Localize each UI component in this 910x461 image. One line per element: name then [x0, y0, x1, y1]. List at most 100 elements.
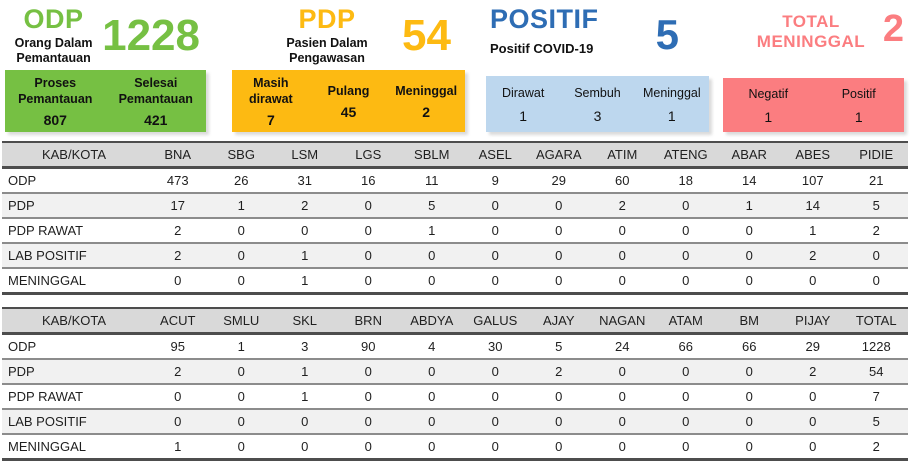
data-cell: 0: [844, 267, 908, 294]
row-label: LAB POSITIF: [2, 242, 146, 268]
card-pdp: PDP Pasien Dalam Pengawasan 54 Masih dir…: [232, 4, 465, 132]
card-total-meninggal-head: TOTAL MENINGGAL: [723, 4, 871, 51]
data-cell: 2: [590, 192, 654, 218]
data-cell: 0: [527, 217, 591, 243]
data-cell: 0: [654, 358, 718, 384]
box-value: 1: [667, 108, 676, 125]
data-cell: 0: [590, 358, 654, 384]
card-total-meninggal-box-item: Positif 1: [814, 78, 905, 132]
data-cell: 0: [336, 267, 400, 294]
data-cell: 0: [781, 267, 845, 294]
data-cell: 1: [781, 217, 845, 243]
data-cell: 0: [590, 217, 654, 243]
data-cell: 0: [146, 267, 210, 294]
data-cell: 1: [273, 267, 337, 294]
data-cell: 0: [527, 192, 591, 218]
card-positif-title: POSITIF: [490, 4, 599, 34]
row-label: PDP: [2, 358, 146, 384]
column-header: LGS: [336, 142, 400, 169]
data-cell: 0: [463, 267, 527, 294]
column-header: NAGAN: [590, 308, 654, 335]
data-cell: 0: [527, 408, 591, 434]
card-odp-subtitle: Orang Dalam Pemantauan: [14, 36, 93, 66]
data-cell: 0: [463, 408, 527, 434]
card-pdp-box-item: Meninggal 2: [387, 70, 465, 132]
data-cell: 26: [234, 173, 249, 188]
row-label: PDP: [2, 192, 146, 218]
table-row: ODP 473 26 31 16 11 9 29 60 18 14 107 21: [2, 168, 908, 194]
row-label: MENINGGAL: [2, 267, 146, 294]
card-total-meninggal-box-item: Negatif 1: [723, 78, 814, 132]
data-cell: 0: [209, 358, 273, 384]
data-cell: 2: [781, 358, 845, 384]
table-row: PDP 17 1 2 0 5 0 0 2 0 1 14 5: [2, 192, 908, 218]
data-cell: 0: [654, 408, 718, 434]
data-cell: 1: [273, 358, 337, 384]
box-value: 807: [43, 111, 67, 128]
box-label: Meninggal: [395, 84, 458, 99]
card-odp-top: ODP Orang Dalam Pemantauan 1228: [5, 4, 206, 66]
column-header: LSM: [273, 142, 337, 169]
card-odp-box-item: Proses Pemantauan 807: [5, 70, 106, 132]
column-header: BRN: [336, 308, 400, 335]
data-cell: 0: [400, 408, 464, 434]
data-cell: 29: [551, 173, 566, 188]
box-value: 7: [266, 111, 275, 128]
data-cell: 0: [527, 433, 591, 460]
data-cell: 5: [400, 192, 464, 218]
card-odp-value: 1228: [102, 11, 200, 60]
data-cell: 0: [527, 242, 591, 268]
data-cell: 2: [146, 242, 210, 268]
district-table-1: KAB/KOTA BNA SBG LSM LGS SBLM ASEL AGARA ATIM ATE…: [2, 141, 908, 295]
data-cell: 1: [146, 433, 210, 460]
data-cell: 14: [742, 173, 757, 188]
data-cell: 0: [527, 267, 591, 294]
data-cell: 473: [166, 173, 189, 188]
data-cell: 1: [717, 192, 781, 218]
card-positif: POSITIF Positif COVID-19 5 Dirawat 1 Sem…: [486, 4, 709, 132]
data-cell: 90: [361, 339, 376, 354]
card-odp-head: ODP Orang Dalam Pemantauan: [5, 4, 102, 66]
data-cell: 0: [717, 408, 781, 434]
column-header: PIDIE: [844, 142, 908, 169]
header-row: KAB/KOTA BNA SBG LSM LGS SBLM ASEL AGARA ATIM ATE…: [2, 142, 908, 169]
card-pdp-head: PDP Pasien Dalam Pengawasan: [252, 4, 402, 66]
table-row: PDP RAWAT 2 0 0 0 1 0 0 0 0 0 1 2: [2, 217, 908, 243]
column-header: SBLM: [400, 142, 464, 169]
data-cell: 0: [717, 433, 781, 460]
data-cell: 60: [615, 173, 630, 188]
data-cell: 66: [678, 339, 693, 354]
data-cell: 2: [844, 217, 908, 243]
table-row: MENINGGAL 1 0 0 0 0 0 0 0 0 0 0 2: [2, 433, 908, 460]
column-header: AJAY: [527, 308, 591, 335]
card-odp: ODP Orang Dalam Pemantauan 1228 Proses P…: [5, 4, 206, 132]
data-cell: 5: [555, 339, 563, 354]
box-label: Meninggal: [642, 85, 701, 100]
card-total-meninggal: TOTAL MENINGGAL 2 Negatif 1 Positif 1: [723, 4, 904, 132]
column-header: TOTAL: [844, 308, 908, 335]
data-cell: 0: [654, 217, 718, 243]
table-row: ODP 95 1 3 90 4 30 5 24 66 66 29 1228: [2, 334, 908, 360]
data-cell: 95: [170, 339, 185, 354]
box-label: Dirawat: [501, 85, 545, 100]
data-cell: 17: [146, 192, 210, 218]
card-total-meninggal-value: 2: [882, 8, 904, 50]
data-cell: 2: [781, 242, 845, 268]
column-header-kabkota: KAB/KOTA: [2, 308, 146, 335]
card-positif-box-item: Sembuh 3: [560, 76, 634, 132]
box-value: 45: [340, 103, 357, 120]
data-cell: 5: [844, 408, 908, 434]
data-cell: 0: [590, 433, 654, 460]
card-odp-box-item: Selesai Pemantauan 421: [106, 70, 207, 132]
table-row: PDP 2 0 1 0 0 0 2 0 0 0 2 54: [2, 358, 908, 384]
box-value: 2: [422, 103, 431, 120]
data-cell: 0: [590, 267, 654, 294]
data-cell: 2: [273, 192, 337, 218]
box-label: Masih dirawat: [248, 76, 293, 106]
data-cell: 0: [844, 242, 908, 268]
data-cell: 0: [273, 217, 337, 243]
data-cell: 2: [844, 433, 908, 460]
data-cell: 66: [742, 339, 757, 354]
data-cell: 31: [297, 173, 312, 188]
data-cell: 0: [781, 408, 845, 434]
